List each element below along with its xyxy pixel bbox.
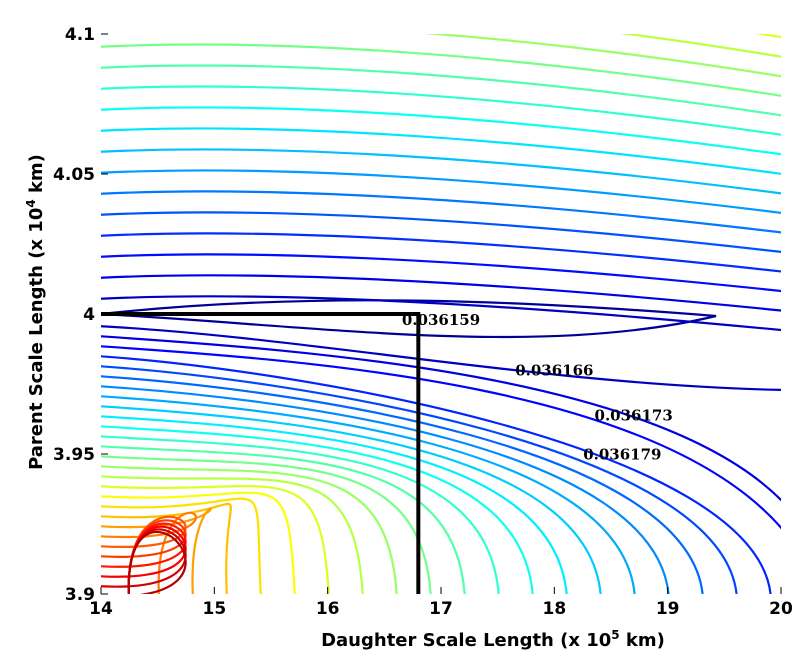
contour-line — [101, 465, 398, 594]
contour-line — [101, 355, 772, 594]
y-tick-label: 3.95 — [53, 445, 95, 465]
contour-line — [101, 425, 534, 594]
axis-ticks: 14 15 16 17 18 19 20 3.9 3.95 4 4.05 4.1 — [53, 25, 793, 619]
contour-line — [101, 295, 781, 332]
contour-line — [101, 445, 466, 594]
y-tick-label: 4 — [83, 305, 95, 325]
x-tick-label: 19 — [656, 599, 680, 619]
y-tick-label: 4.1 — [65, 25, 95, 45]
x-tick-label: 20 — [769, 599, 793, 619]
contour-line — [619, 34, 781, 58]
contour-line — [423, 34, 781, 78]
contour-line — [96, 0, 786, 19]
contour-line — [101, 211, 781, 254]
contour-line — [101, 491, 296, 594]
y-tick-label: 3.9 — [65, 585, 95, 605]
contour-line — [101, 190, 781, 234]
contour-line — [101, 405, 602, 594]
contour-line — [101, 335, 781, 502]
contour-line — [101, 127, 781, 175]
contour-line — [101, 502, 232, 594]
x-tick-label: 15 — [202, 599, 226, 619]
contour-line — [101, 85, 781, 136]
y-tick-label: 4.05 — [53, 165, 95, 185]
x-tick-label: 17 — [429, 599, 453, 619]
contour-line — [101, 475, 364, 594]
contour-line — [101, 415, 568, 594]
contour-line — [101, 485, 330, 594]
x-tick-label: 14 — [89, 599, 113, 619]
contour-line — [101, 375, 704, 594]
contour-label: 0.036159 — [402, 311, 480, 329]
x-tick-label: 18 — [542, 599, 566, 619]
contour-line — [101, 299, 717, 339]
contour-line — [101, 43, 781, 97]
contour-line — [101, 325, 781, 391]
x-tick-label: 16 — [316, 599, 340, 619]
contour-line — [101, 253, 781, 293]
contour-line — [101, 435, 500, 594]
contour-line — [101, 511, 197, 594]
contour-label: 0.036173 — [595, 406, 673, 424]
contour-lines — [96, 0, 786, 594]
contour-line — [101, 395, 636, 594]
contour-line — [101, 148, 781, 195]
contour-line — [101, 345, 781, 530]
contour-line — [101, 385, 670, 594]
contour-line — [755, 34, 781, 39]
contour-line — [101, 497, 262, 594]
contour-line — [101, 169, 781, 214]
contour-label: 0.036166 — [515, 362, 593, 380]
contour-line — [101, 232, 781, 273]
contour-labels: 0.036159 0.036166 0.036173 0.036179 — [402, 311, 673, 463]
y-axis-label: Parent Scale Length (x 104 km) — [24, 154, 47, 470]
best-fit-marker — [101, 312, 421, 594]
contour-label: 0.036179 — [583, 446, 661, 464]
contour-line — [101, 365, 738, 594]
contour-line — [101, 64, 781, 117]
contour-line — [127, 530, 187, 594]
contour-line — [101, 274, 781, 312]
x-axis-label: Daughter Scale Length (x 105 km) — [321, 628, 665, 651]
contour-line — [101, 106, 781, 156]
